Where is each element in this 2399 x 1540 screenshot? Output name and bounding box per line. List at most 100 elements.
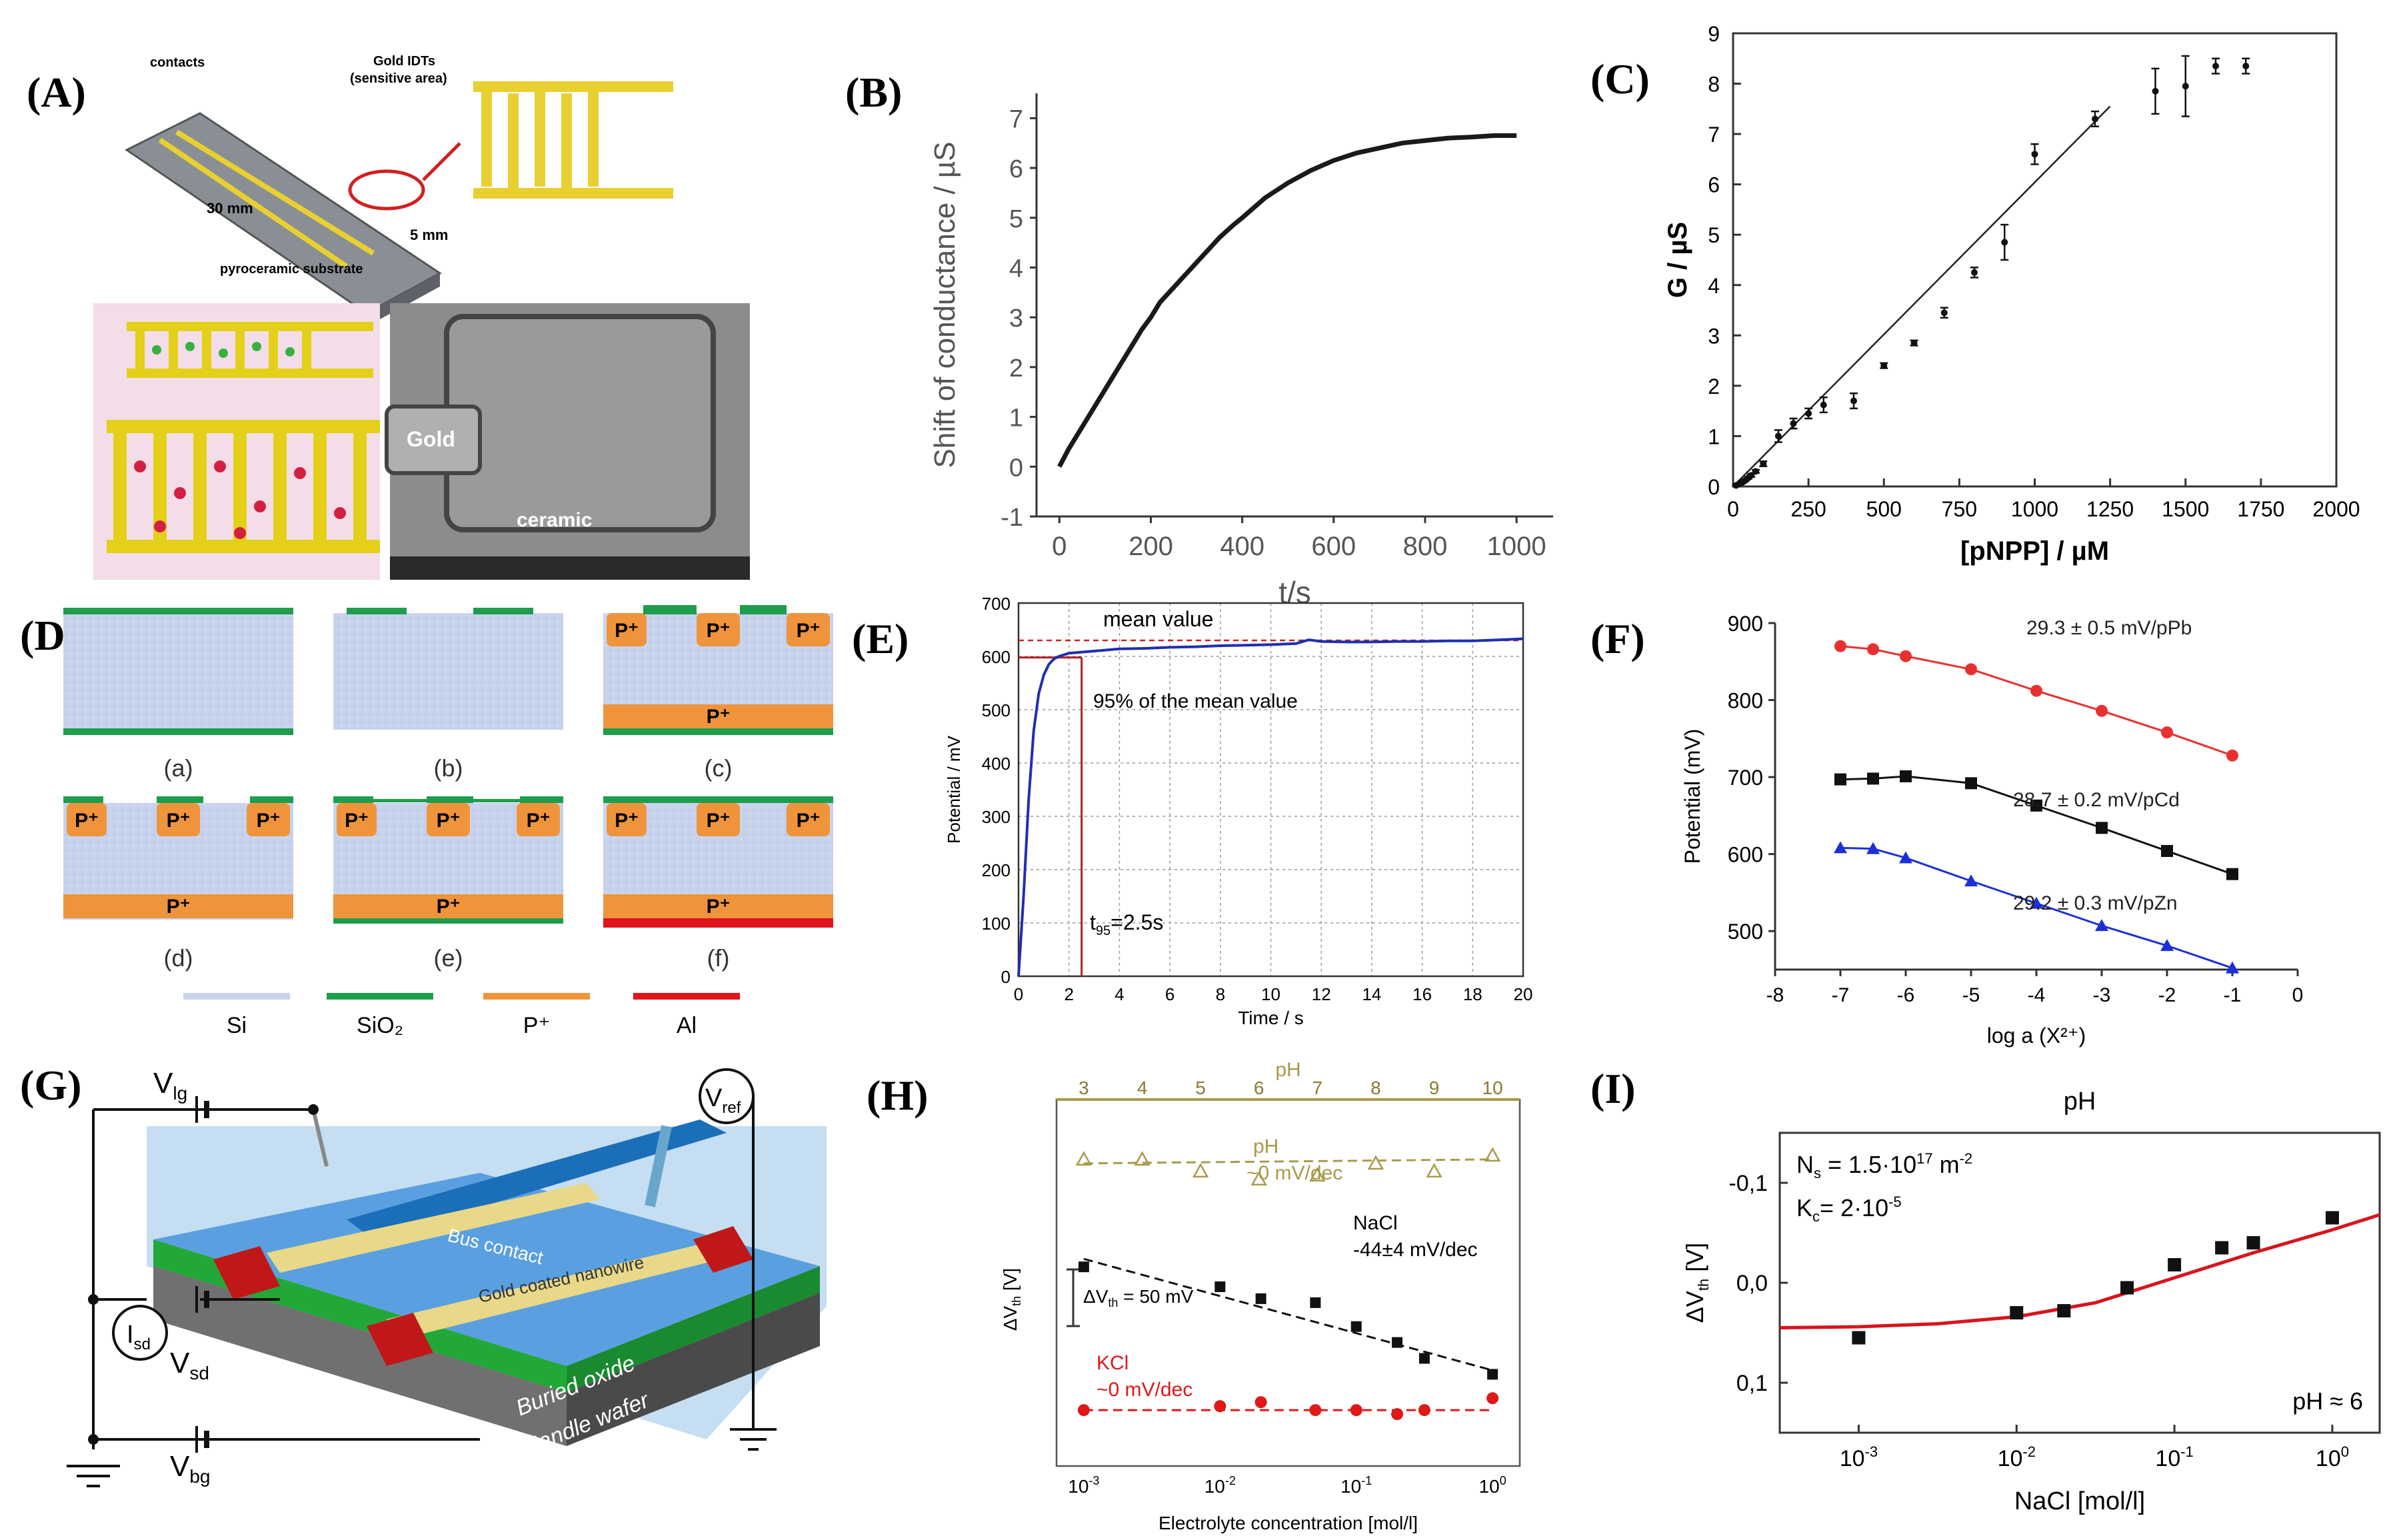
kcl-marker	[1309, 1404, 1322, 1417]
y-tick-label: 800	[1728, 689, 1763, 713]
y-label-unit: [V]	[1681, 1243, 1708, 1279]
ns-c: m	[1933, 1151, 1960, 1178]
x-tick-exp: -2	[2022, 1443, 2036, 1460]
marker-circle	[2226, 749, 2238, 762]
marker-square	[2030, 799, 2042, 812]
panel-d: (a) (b) P⁺ P⁺ P⁺ P⁺ (c) P⁺ P⁺ P⁺ P⁺ (d) P⁺ P⁺ P⁺ P⁺ (e) P…	[63, 605, 833, 1038]
y-tick-label: 500	[1728, 920, 1763, 944]
t95-annotation: t95=2.5s	[1090, 910, 1163, 938]
t95-sub: 95	[1096, 924, 1111, 938]
x-tick-label: 800	[1403, 532, 1448, 561]
x-tick-base: 10	[1840, 1446, 1865, 1471]
sensor-chip-edge	[367, 273, 440, 327]
plot-frame	[1732, 32, 2338, 488]
t95-main: t	[1090, 910, 1096, 934]
sensor-chip	[125, 112, 442, 315]
chip-track	[175, 129, 375, 256]
sio2-layer	[63, 608, 293, 614]
y-axis-label: ΔVth [V]	[1681, 1243, 1712, 1323]
ph-annotation: pH ≈ 6	[2292, 1387, 2363, 1415]
p-well-label: P⁺	[707, 620, 731, 642]
nacl-marker	[1392, 1337, 1403, 1348]
y-tick-label: 2	[1708, 375, 1720, 398]
p-well	[697, 803, 740, 836]
green-particles	[152, 342, 295, 358]
p-well	[157, 803, 200, 836]
y-label-sub: th	[1695, 1279, 1712, 1291]
p-well-label: P⁺	[75, 810, 99, 832]
handle-wafer-layer	[153, 1266, 567, 1446]
y-tick-label: 600	[1728, 843, 1763, 867]
ph-marker	[1250, 1171, 1267, 1185]
y-tick-label: -0,1	[1728, 1171, 1768, 1196]
x-tick-label: -1	[2224, 984, 2242, 1006]
x-tick-label: 12	[1312, 984, 1331, 1004]
ns-a: N	[1796, 1151, 1814, 1178]
marker-square	[1900, 770, 1912, 782]
p-well	[517, 803, 560, 836]
kc-b: = 2·10	[1820, 1194, 1888, 1221]
y-tick-label: 400	[982, 754, 1011, 774]
marker-triangle	[2030, 896, 2043, 909]
x-tick-label: 10-3	[1068, 1474, 1099, 1497]
series-line	[1840, 645, 2233, 757]
marker-circle	[2161, 726, 2173, 739]
data-point	[1774, 432, 1782, 440]
al-layer	[603, 918, 833, 928]
kc-sub: c	[1812, 1208, 1820, 1225]
p-plus-layer	[333, 894, 563, 918]
x-tick-base: 10	[1068, 1476, 1089, 1497]
x-tick-exp: -1	[1361, 1474, 1372, 1487]
idt-render-fingers	[127, 322, 373, 378]
y-tick-label: 4	[1708, 274, 1720, 298]
sio2-layer	[740, 605, 787, 614]
y-tick-label: 0,1	[1736, 1371, 1768, 1396]
x-axis-label: Electrolyte concentration [mol/l]	[1159, 1513, 1418, 1533]
isd-label: Isd	[127, 1321, 151, 1353]
vref-label: Vref	[705, 1084, 741, 1117]
p-well	[787, 613, 830, 646]
ph-marker	[1075, 1151, 1093, 1166]
x-tick-label: 0	[1014, 984, 1023, 1004]
nacl-marker	[1350, 1321, 1362, 1332]
x-axis-label: Time / s	[1238, 1008, 1304, 1028]
ph-fit	[1083, 1158, 1493, 1165]
series-label: 28.7 ± 0.2 mV/pCd	[2013, 789, 2180, 811]
data-point	[2168, 1258, 2182, 1271]
data-point	[2120, 1281, 2134, 1295]
data-point	[2246, 1236, 2260, 1249]
step-label: (c)	[705, 754, 733, 782]
x-tick-label: 14	[1362, 984, 1381, 1004]
y-label-main: ΔV	[1000, 1306, 1021, 1331]
ns-annotation: Ns = 1.5·1017 m-2	[1796, 1150, 1972, 1181]
node	[88, 1294, 99, 1305]
nacl-marker	[1214, 1281, 1226, 1292]
series-label: 29.2 ± 0.3 mV/pZn	[2013, 892, 2178, 914]
x-tick-label: 400	[1220, 532, 1264, 561]
data-point	[2215, 1241, 2229, 1255]
marker-triangle	[2160, 939, 2174, 952]
nacl-marker	[1487, 1369, 1498, 1380]
legend-label: SiO₂	[357, 1013, 403, 1038]
x-tick-label: -3	[2093, 984, 2111, 1006]
sio2-layer	[333, 796, 373, 803]
contact-pad	[367, 1313, 433, 1366]
sio2-layer	[603, 728, 833, 735]
x-tick-base: 10	[2155, 1446, 2180, 1471]
p-plus-layer	[63, 894, 293, 918]
idt-fingers	[473, 81, 673, 199]
y-tick-label: 700	[1728, 766, 1763, 790]
x-tick-label: 2	[1064, 984, 1073, 1004]
x-tick-label: 1750	[2237, 497, 2284, 521]
sb-rest: = 50 mV	[1118, 1286, 1193, 1307]
series-line	[1840, 846, 2233, 970]
panel-g: Bus contact Gold coated nanowire Buried …	[67, 1067, 827, 1487]
x-tick-label: 100	[2316, 1443, 2349, 1471]
reference-electrode	[645, 1125, 672, 1207]
legend-label: P⁺	[523, 1013, 551, 1038]
sio2-layer	[333, 918, 563, 924]
y-tick-label: 8	[1708, 73, 1720, 97]
p-well	[607, 803, 647, 836]
gate-electrode	[311, 1109, 329, 1167]
y-tick-label: 7	[1708, 123, 1720, 147]
